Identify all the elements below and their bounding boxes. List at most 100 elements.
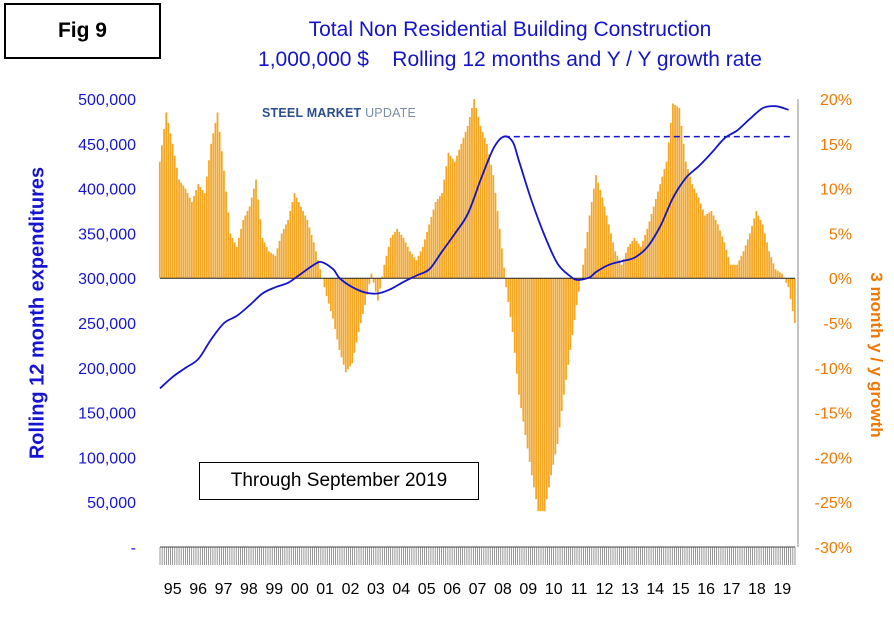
right-axis-tick-label: -10% — [815, 361, 852, 378]
growth-bar — [424, 239, 426, 279]
growth-bar — [214, 122, 217, 279]
growth-bar — [167, 122, 170, 279]
steel-market-update-logo: STEEL MARKET UPDATE — [262, 106, 416, 120]
growth-bar — [526, 278, 529, 449]
growth-bar — [233, 242, 236, 279]
growth-bar — [231, 237, 234, 279]
growth-bar — [344, 278, 347, 373]
growth-bar — [697, 197, 700, 279]
right-axis-label: 3 month y / y growth — [867, 272, 886, 438]
growth-bar — [601, 197, 604, 279]
growth-bar — [612, 242, 614, 279]
growth-bar — [719, 230, 721, 279]
growth-bar — [257, 199, 260, 279]
growth-bar — [436, 199, 439, 279]
growth-bar — [563, 278, 565, 395]
left-axis-tick-label: 350,000 — [78, 226, 136, 243]
left-axis-tick-label: 100,000 — [78, 450, 136, 467]
growth-bar — [714, 219, 717, 279]
growth-bar — [483, 137, 486, 279]
growth-bar — [708, 212, 711, 279]
growth-bar — [545, 278, 548, 500]
right-axis-tick-label: 10% — [820, 182, 852, 199]
growth-bar — [518, 278, 520, 395]
growth-bar — [614, 251, 617, 279]
growth-bar — [603, 206, 606, 279]
growth-bar — [774, 269, 777, 279]
growth-bar — [689, 176, 691, 279]
growth-bar — [178, 179, 180, 279]
growth-bar — [456, 155, 458, 279]
growth-bar — [678, 107, 681, 279]
growth-bar — [191, 202, 193, 279]
growth-bar — [569, 278, 572, 350]
x-axis-year-label: 03 — [367, 581, 385, 598]
growth-bar — [372, 278, 375, 283]
through-date-annotation: Through September 2019 — [199, 462, 479, 500]
growth-bar — [486, 143, 488, 279]
x-axis-year-label: 01 — [316, 581, 334, 598]
growth-bar — [336, 278, 339, 340]
growth-bar — [244, 215, 247, 279]
growth-bar — [663, 169, 666, 279]
growth-bar — [325, 278, 328, 297]
growth-bar — [560, 278, 563, 412]
month-tick-marks — [159, 547, 796, 565]
growth-bar — [744, 245, 747, 279]
growth-bar — [398, 231, 401, 279]
growth-bar — [338, 278, 341, 350]
growth-bar — [453, 161, 456, 279]
growth-bar — [511, 278, 514, 332]
growth-bar — [684, 161, 687, 279]
growth-bar — [285, 224, 287, 279]
growth-bar — [776, 270, 779, 279]
growth-bar — [548, 278, 550, 488]
growth-bar — [742, 251, 745, 279]
growth-bar — [637, 243, 640, 279]
growth-bar — [186, 193, 189, 279]
growth-bar — [749, 233, 751, 279]
growth-bar — [556, 278, 559, 444]
growth-bar — [402, 237, 405, 279]
growth-bar — [428, 224, 431, 279]
growth-bar — [417, 255, 420, 279]
growth-bar — [642, 240, 644, 279]
growth-bar — [385, 255, 388, 279]
growth-bar — [701, 209, 704, 279]
growth-bar — [772, 263, 775, 279]
x-axis-year-label: 08 — [494, 581, 512, 598]
growth-bar — [727, 257, 730, 279]
growth-bar — [488, 154, 490, 279]
growth-bar — [201, 190, 204, 279]
growth-bar — [706, 213, 709, 279]
growth-bar — [308, 227, 311, 279]
growth-bar — [203, 193, 206, 279]
growth-bar — [413, 257, 416, 279]
growth-bar — [599, 190, 602, 279]
growth-bar — [753, 218, 756, 279]
growth-bar — [340, 278, 343, 358]
growth-bar — [676, 106, 679, 279]
growth-bar — [665, 161, 668, 279]
right-axis-tick-label: 5% — [829, 226, 852, 243]
growth-bar — [421, 246, 424, 279]
growth-bar — [443, 179, 446, 279]
growth-bar — [195, 190, 198, 279]
growth-bar — [220, 151, 223, 279]
growth-bar — [520, 278, 523, 409]
growth-bar — [584, 248, 587, 279]
growth-bar — [573, 278, 576, 321]
growth-bar — [293, 193, 296, 279]
growth-bar — [481, 131, 484, 279]
growth-bar — [650, 213, 653, 279]
growth-bar — [667, 142, 670, 279]
growth-bar — [432, 209, 435, 279]
right-axis-tick-label: -25% — [815, 495, 852, 512]
growth-bar — [349, 278, 351, 367]
rolling-12mo-line — [159, 105, 789, 390]
left-axis-tick-label: 150,000 — [78, 406, 136, 423]
growth-bar — [759, 219, 762, 279]
growth-bar — [169, 133, 172, 279]
x-axis-year-label: 02 — [342, 581, 360, 598]
growth-bar — [468, 116, 471, 279]
